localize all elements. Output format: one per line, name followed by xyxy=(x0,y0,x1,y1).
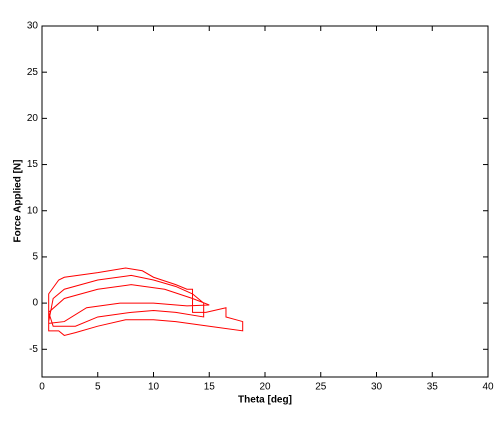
y-tick-label: 20 xyxy=(27,113,39,124)
y-tick-label: 5 xyxy=(32,252,38,263)
x-tick-label: 40 xyxy=(482,382,494,393)
data-line xyxy=(48,267,244,336)
x-tick-label: 15 xyxy=(204,382,216,393)
x-tick-label: 10 xyxy=(148,382,160,393)
y-tick-label: 30 xyxy=(27,21,39,32)
y-axis-label: Force Applied [N] xyxy=(13,160,24,243)
axes-box xyxy=(41,25,489,378)
x-tick-label: 20 xyxy=(259,382,271,393)
x-tick-label: 0 xyxy=(39,382,45,393)
y-tick-label: 15 xyxy=(27,159,39,170)
x-axis-label: Theta [deg] xyxy=(238,395,292,406)
y-tick-label: -5 xyxy=(29,344,38,355)
x-tick-label: 25 xyxy=(315,382,327,393)
x-tick-label: 30 xyxy=(371,382,383,393)
y-tick-label: 10 xyxy=(27,205,39,216)
y-tick-label: 0 xyxy=(32,298,38,309)
x-tick-label: 5 xyxy=(95,382,101,393)
y-tick-label: 25 xyxy=(27,67,39,78)
x-tick-label: 35 xyxy=(427,382,439,393)
